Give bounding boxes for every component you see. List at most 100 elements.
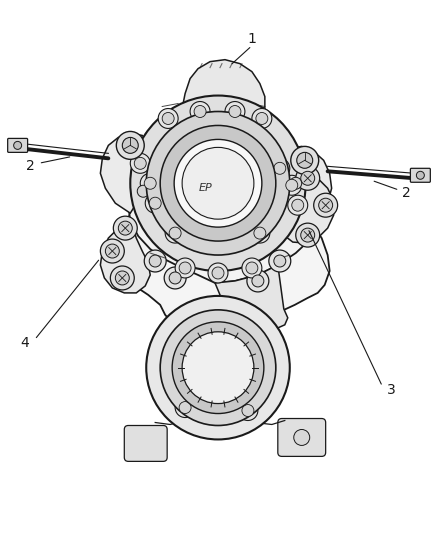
Polygon shape	[280, 171, 334, 243]
Circle shape	[100, 239, 124, 263]
Circle shape	[296, 223, 320, 247]
Circle shape	[130, 95, 306, 271]
Circle shape	[319, 198, 332, 212]
Circle shape	[151, 160, 173, 182]
Circle shape	[229, 106, 241, 117]
Circle shape	[297, 152, 313, 168]
Circle shape	[184, 150, 196, 163]
Circle shape	[117, 132, 144, 159]
Circle shape	[169, 227, 181, 239]
Circle shape	[110, 266, 134, 290]
Circle shape	[256, 112, 268, 124]
Circle shape	[246, 262, 258, 274]
Circle shape	[296, 166, 320, 190]
Circle shape	[252, 109, 272, 128]
Circle shape	[113, 216, 137, 240]
Circle shape	[179, 401, 191, 414]
Circle shape	[165, 223, 185, 243]
Circle shape	[134, 157, 146, 169]
Circle shape	[140, 173, 160, 193]
Text: EP: EP	[199, 183, 213, 193]
Circle shape	[122, 138, 138, 154]
Circle shape	[158, 109, 178, 128]
Circle shape	[286, 179, 298, 191]
Text: 2: 2	[26, 159, 35, 173]
Circle shape	[252, 275, 264, 287]
Circle shape	[239, 144, 251, 156]
Polygon shape	[158, 107, 280, 191]
Circle shape	[234, 140, 256, 161]
Circle shape	[182, 332, 254, 403]
Circle shape	[282, 175, 302, 195]
Polygon shape	[276, 147, 332, 223]
Circle shape	[175, 258, 195, 278]
Circle shape	[137, 185, 149, 197]
Circle shape	[291, 147, 319, 174]
Circle shape	[182, 148, 254, 219]
Circle shape	[292, 199, 304, 211]
Circle shape	[229, 222, 241, 234]
Circle shape	[261, 155, 283, 176]
Circle shape	[208, 263, 228, 283]
Polygon shape	[215, 265, 288, 329]
Circle shape	[270, 158, 290, 178]
Text: 4: 4	[20, 336, 29, 350]
Circle shape	[172, 322, 264, 414]
Circle shape	[144, 250, 166, 272]
Circle shape	[314, 193, 338, 217]
Circle shape	[174, 140, 262, 227]
Circle shape	[115, 271, 129, 285]
Circle shape	[194, 106, 206, 117]
FancyBboxPatch shape	[410, 168, 430, 182]
Circle shape	[146, 296, 290, 439]
Circle shape	[242, 405, 254, 416]
Circle shape	[294, 430, 310, 446]
Text: 2: 2	[402, 186, 411, 200]
Circle shape	[238, 401, 258, 421]
Circle shape	[247, 270, 269, 292]
Circle shape	[130, 154, 150, 173]
Circle shape	[266, 159, 278, 171]
Circle shape	[274, 163, 286, 174]
Circle shape	[132, 180, 154, 202]
Circle shape	[269, 250, 291, 272]
Circle shape	[144, 177, 156, 189]
Polygon shape	[100, 133, 155, 213]
Circle shape	[190, 101, 210, 122]
Text: 3: 3	[387, 383, 396, 397]
Circle shape	[242, 258, 262, 278]
Polygon shape	[128, 148, 325, 283]
Polygon shape	[182, 60, 265, 109]
Circle shape	[106, 244, 119, 258]
Circle shape	[149, 255, 161, 267]
Polygon shape	[118, 191, 330, 335]
Circle shape	[417, 171, 424, 179]
Circle shape	[179, 262, 191, 274]
Circle shape	[301, 171, 314, 185]
Text: 1: 1	[247, 32, 256, 46]
Circle shape	[225, 218, 245, 238]
Circle shape	[190, 218, 210, 238]
Circle shape	[175, 398, 195, 417]
FancyBboxPatch shape	[8, 139, 28, 152]
Circle shape	[290, 177, 302, 189]
Circle shape	[285, 172, 307, 194]
Circle shape	[146, 111, 290, 255]
Circle shape	[254, 227, 266, 239]
FancyBboxPatch shape	[278, 418, 326, 456]
Circle shape	[212, 267, 224, 279]
Circle shape	[14, 141, 21, 149]
Circle shape	[145, 193, 165, 213]
Circle shape	[301, 228, 314, 242]
Circle shape	[225, 101, 245, 122]
FancyBboxPatch shape	[124, 425, 167, 462]
Circle shape	[164, 267, 186, 289]
Circle shape	[169, 272, 181, 284]
Circle shape	[149, 197, 161, 209]
Circle shape	[179, 146, 201, 167]
Circle shape	[118, 221, 132, 235]
Circle shape	[156, 165, 168, 177]
Circle shape	[274, 255, 286, 267]
Circle shape	[194, 222, 206, 234]
Circle shape	[162, 112, 174, 124]
